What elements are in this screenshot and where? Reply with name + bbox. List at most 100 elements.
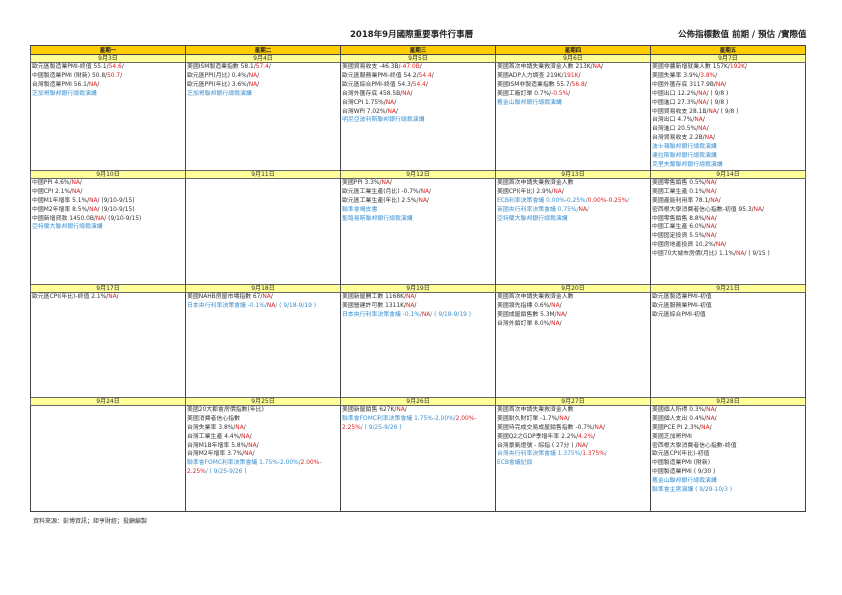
estimate-value: NA [708,108,717,115]
day-events-cell: 美國新屋開工數 1168K/NA/美國營建許可數 1311K/NA/日本央行利率… [340,292,496,398]
indicator-text: 美國芝加哥PMI [652,433,692,440]
indicator-text: / [270,293,273,300]
indicator-text: 歐元區服務業PMI-初值 [652,302,712,309]
event-text: 明尼亞波利斯聯邦銀行總裁演講 [342,117,425,124]
event-line: 歐元區工業生產(月比) -0.7%/NA/ [342,188,495,197]
date-cell: 9月21日 [650,283,806,293]
event-line: 歐元區製造業PMI-初值 [652,293,805,302]
date-cell: 9月6日 [495,54,651,63]
indicator-text: / ( 9/8 ) [706,90,729,97]
day-events-cell: 美國NAHB房屋市場指數 67/NA/日本央行利率決策會議 -0.1%/NA/ … [185,292,341,398]
date-cell: 9月4日 [185,54,341,63]
indicator-text: 美國ISM製造業指數 58.1/ [187,64,256,70]
indicator-text: 歐元區製造業PMI-初值 [652,293,712,300]
indicator-text: / [744,64,747,70]
date-cell: 9月25日 [185,396,341,406]
indicator-text: / ( 9/15 ) [744,251,770,258]
estimate-value: NA [405,293,415,300]
event-line: 中國CPI 2.1%/NA/ [32,188,185,197]
indicator-text: 美國首次申請失業救濟金人數 [497,179,574,186]
event-line: 台灣製造業PMI 56.1/NA/ [32,81,185,90]
indicator-text: / [426,197,429,204]
events-row: 美國20大都會房價指數(年比) 美國消費者信心指數 台灣失業率 3.8%/NA/台灣… [30,405,806,512]
estimate-value: NA [551,302,560,309]
weekday-friday: 星期五 [650,45,806,55]
indicator-text: 歐元區製造業PMI-終值 55.1/ [32,64,109,70]
date-row: 9月10日 9月11日 9月12日 9月13日 9月14日 [30,169,806,179]
estimate-value: 3.8% [700,72,716,79]
indicator-text: / [431,72,434,79]
event-text: 聯準會褐皮書 [342,206,378,213]
event-line: 美國工業生產 0.1%/NA/ [652,188,805,197]
event-line: 日本央行利率決策會議 -0.1%/NA/ ( 9/18-9/19 ) [342,311,495,320]
event-line: ECB利率決策會議 0.00%-0.25%/0.00%-0.25%/ [497,197,650,206]
estimate-value: NA [698,99,707,106]
event-line: 台灣M1B年增率 5.8%/NA/ [187,442,340,451]
date-cell: 9月13日 [495,169,651,179]
estimate-value: NA [248,81,258,88]
day-events-cell: 美國首次申請失業救濟金人數 美國耐久財訂單 -1.7%/NA/美國待完成交易成屋銷… [495,405,651,512]
indicator-text: / [559,320,562,327]
estimate-value: 2.00%- [455,415,477,422]
date-cell: 9月26日 [340,396,496,406]
estimate-value: NA [248,72,258,79]
event-line: 台灣出口 4.7%/NA/ [652,116,805,125]
estimate-value: NA [753,206,763,213]
event-line: 美國首次申請失業救濟金人數 [497,293,650,302]
indicator-text: 中國固定投資 5.5%/ [652,233,707,240]
indicator-text: 中國70大城市房價(月比) 1.1%/ [652,251,736,258]
indicator-text: 美國零售銷售 0.5%/ [652,179,707,186]
indicator-text: / [243,424,246,431]
estimate-value: NA [698,126,707,133]
event-line: 英國央行利率決策會議 0.75%/NA/ [497,206,650,215]
indicator-text: 美國成屋銷售數 5.3M/ [497,311,557,318]
indicator-text: / [414,302,417,309]
date-cell: 9月5日 [340,54,496,63]
day-events-cell: 美國零售銷售 0.5%/NA/美國工業生產 0.1%/NA/美國產能利用率 78… [650,178,806,285]
indicator-text: 密西根大學消費者信心指數-初值 95.3/ [652,206,754,213]
event-line: 台灣貿易收支 2.2B/NA/ [652,134,805,143]
indicator-text: 歐元區PPI(年比) 3.6%/ [187,81,249,88]
date-cell: 9月19日 [340,283,496,293]
event-line: 台灣WPI 7.02%/NA/ [342,108,495,117]
event-line: 美國PCE PI 2.3%/NA/ [652,424,805,433]
event-line: 美國非農新增就業人數 157K/192K/ [652,63,805,72]
estimate-value: NA [420,188,429,195]
event-line: 2.25%/ ( 9/25-9/26 ) [342,424,495,433]
indicator-text: 美國待完成交易成屋銷售指數 -0.7%/ [497,424,595,431]
event-line: 歐元區PPI(月比) 0.4%/NA/ [187,72,340,81]
event-line: 中國進口 27.3%/NA/ ( 9/8 ) [652,99,805,108]
event-line: 歐元區CPI(年比)-初值 [652,450,805,459]
estimate-value: NA [387,108,396,115]
date-cell: 9月14日 [650,169,806,179]
event-line: 美國首次申請失業救濟金人數 [497,406,650,415]
event-text: 舊金山聯邦銀行總裁演講 [652,478,717,485]
estimate-value: NA [701,424,710,431]
indicator-text: 美國CPI(年比) 2.9%/ [497,188,554,195]
indicator-text: / [762,206,765,213]
estimate-value: NA [559,415,568,422]
day-events-cell: 美國首次申請失業救濟金人數 美國領先指標 0.6%/NA/美國成屋銷售數 5.3M… [495,292,651,398]
day-events-cell [30,405,186,512]
estimate-value: NA [405,302,415,309]
estimate-value: NA [396,406,405,413]
indicator-text: / [389,179,392,186]
indicator-text: / [600,64,603,70]
event-text: 聖路易斯聯邦銀行總裁演講 [342,215,413,222]
estimate-value: NA [706,406,715,413]
indicator-text: 中國出口 12.2%/ [652,90,699,97]
event-line: 中國PPI 4.6%/NA/ [32,179,185,188]
indicator-text: / [714,179,717,186]
indicator-text: 台灣CPI 1.75%/ [342,99,386,106]
event-line: 芝加哥聯邦銀行總裁演講 [187,90,340,99]
date-row: 9月17日 9月18日 9月19日 9月20日 9月21日 [30,283,806,293]
event-line: 美國ISM非製造業指數 55.7/56.8/ [497,81,650,90]
event-line: 美國首次申請失業救濟金人數 [497,179,650,188]
indicator-text: 中國PPI 4.6%/ [32,179,72,186]
day-events-cell: 美國20大都會房價指數(年比) 美國消費者信心指數 台灣失業率 3.8%/NA/台灣… [185,405,341,512]
event-line: 中國新增貸款 1450.0B/NA/ (9/10-9/15) [32,215,185,224]
indicator-text: / [714,224,717,231]
event-line: 聖路易斯聯邦銀行總裁演講 [342,215,495,224]
day-events-cell: 美國貿易收支 -46.3B/-47.0B/歐元區服務業PMI-終值 54.2/5… [340,62,496,171]
indicator-text: 美國工廠訂單 0.7%/ [497,90,552,97]
